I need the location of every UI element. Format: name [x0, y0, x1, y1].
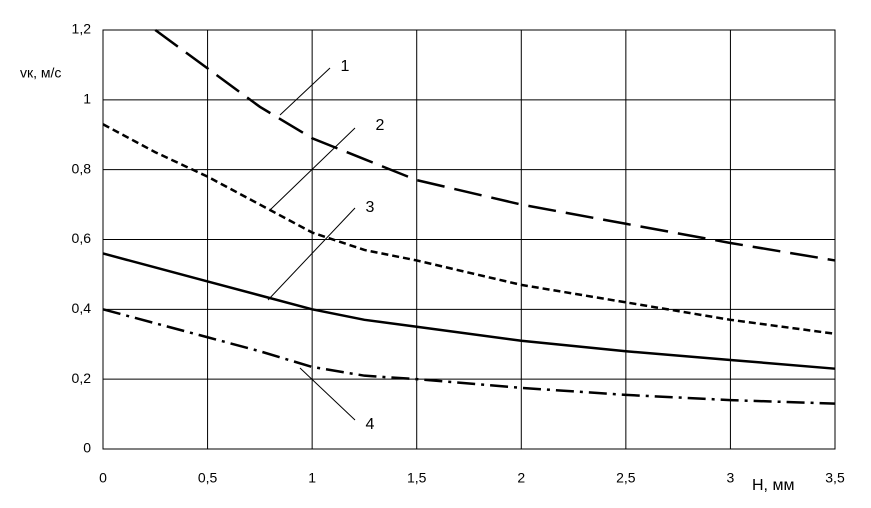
- leader-line: [279, 67, 331, 116]
- y-axis-label: vк, м/с: [20, 65, 61, 81]
- series-label: 3: [366, 199, 375, 216]
- y-tick-label: 0,2: [72, 370, 92, 386]
- x-tick-label: 2: [517, 470, 525, 486]
- y-tick-label: 0,8: [72, 160, 92, 176]
- x-tick-label: 0,5: [198, 470, 218, 486]
- x-axis-label: H, мм: [752, 477, 794, 494]
- series-line: [102, 308, 836, 405]
- leader-line: [299, 367, 356, 421]
- y-tick-label: 0,6: [72, 230, 92, 246]
- y-tick-label: 1,2: [72, 21, 92, 37]
- x-tick-label: 1,5: [407, 470, 427, 486]
- x-tick-label: 2,5: [616, 470, 636, 486]
- series-label: 4: [366, 416, 375, 433]
- y-tick-label: 0,4: [72, 300, 92, 316]
- series-line: [102, 252, 836, 370]
- y-tick-label: 1: [83, 91, 91, 107]
- x-tick-label: 1: [308, 470, 316, 486]
- y-tick-label: 0: [83, 440, 91, 456]
- series-line: [154, 28, 836, 262]
- x-tick-label: 0: [99, 470, 107, 486]
- leader-line: [269, 127, 356, 211]
- x-tick-label: 3: [727, 470, 735, 486]
- series-label: 2: [376, 117, 385, 134]
- series-line: [102, 123, 836, 336]
- x-tick-label: 3,5: [825, 470, 845, 486]
- series-label: 1: [341, 58, 350, 75]
- plot-frame: [102, 29, 836, 450]
- leader-line: [267, 207, 356, 301]
